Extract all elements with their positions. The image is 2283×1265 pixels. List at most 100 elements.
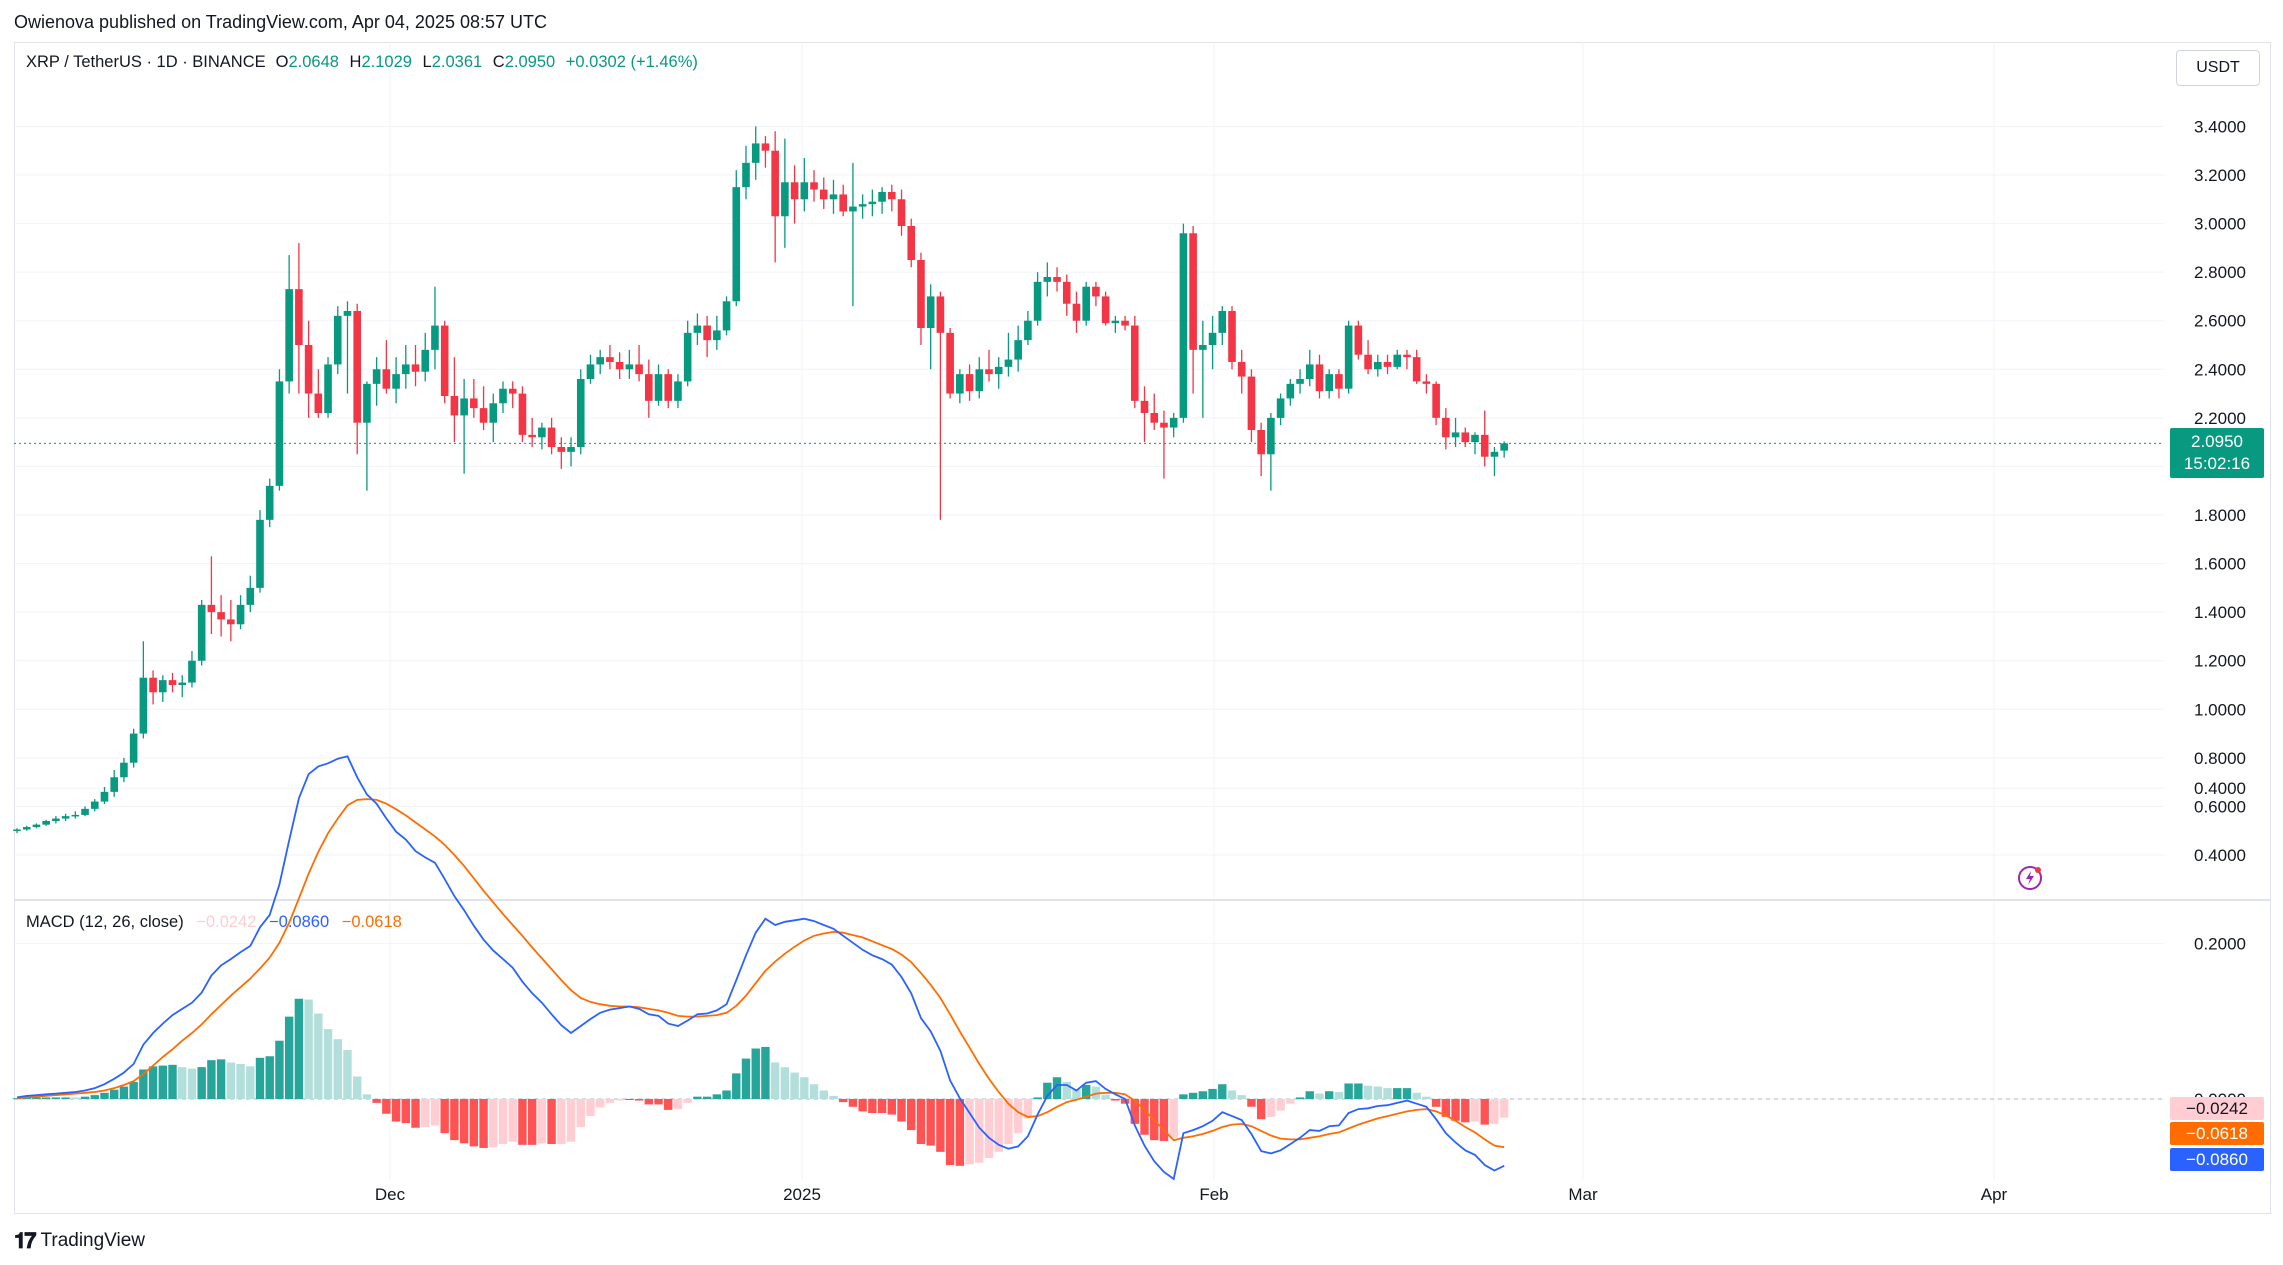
candle-body <box>1189 233 1197 350</box>
candle-body <box>304 344 313 394</box>
macd-histogram-bar <box>450 1099 459 1141</box>
macd-histogram-bar <box>712 1094 722 1099</box>
macd-histogram-bar <box>994 1099 1003 1152</box>
macd-histogram-bar <box>751 1048 760 1099</box>
candle-body <box>363 383 371 423</box>
macd-histogram-bar <box>333 1039 342 1099</box>
grid-lines <box>14 42 2270 1180</box>
macd-histogram-bar <box>100 1092 109 1099</box>
high-label: H <box>349 53 362 71</box>
macd-histogram-bar <box>178 1067 187 1099</box>
macd-histogram-bar <box>1383 1088 1392 1099</box>
macd-histogram-bar <box>284 1016 294 1099</box>
candle-body <box>625 364 634 370</box>
currency-button[interactable]: USDT <box>2176 50 2260 86</box>
macd-histogram-bar <box>1033 1097 1042 1099</box>
close-value: 2.0950 <box>504 53 556 71</box>
price-tick-label: 2.4000 <box>2194 360 2246 379</box>
candle-body <box>654 374 663 401</box>
macd-histogram-bar <box>537 1099 547 1144</box>
macd-histogram-bar <box>1218 1084 1227 1099</box>
macd-histogram-bar <box>459 1099 469 1144</box>
macd-histogram-bar <box>1072 1089 1081 1099</box>
candle-body <box>460 398 468 416</box>
candle-body <box>1072 303 1081 321</box>
candle-body <box>1490 451 1499 457</box>
symbol-name[interactable]: XRP / TetherUS · 1D · BINANCE <box>26 53 266 71</box>
macd-histogram-bar <box>586 1099 595 1117</box>
macd-histogram-bar <box>197 1067 206 1099</box>
candle-body <box>343 310 352 316</box>
macd-signal-line <box>16 798 1505 1149</box>
candle-body <box>1305 364 1314 379</box>
macd-histogram-bar <box>353 1076 362 1099</box>
candle-body <box>888 191 896 200</box>
macd-histogram-bar <box>625 1099 634 1100</box>
candle-body <box>1131 325 1139 401</box>
time-tick-label: Apr <box>1981 1185 2008 1204</box>
candle-body <box>110 777 118 792</box>
candle-body <box>839 194 847 212</box>
macd-histogram-bar <box>1179 1094 1188 1099</box>
candle-body <box>645 374 653 401</box>
candle-body <box>985 369 993 375</box>
candle-body <box>1092 286 1100 297</box>
macd-histogram-bar <box>547 1099 556 1145</box>
candle-body <box>22 827 31 830</box>
candle-body <box>703 325 711 341</box>
macd-histogram-bar <box>1363 1085 1373 1099</box>
candle-body <box>1169 417 1178 428</box>
candle-body <box>149 677 157 693</box>
candle-body <box>586 364 595 379</box>
macd-histogram-bar <box>848 1099 858 1107</box>
macd-histogram-bar <box>479 1099 488 1148</box>
macd-histogram-bar <box>1402 1088 1412 1099</box>
macd-histogram-bar <box>1052 1077 1062 1099</box>
macd-histogram-bar <box>576 1099 585 1127</box>
candle-body <box>1237 361 1246 377</box>
candle-body <box>1480 434 1489 457</box>
candle-body <box>849 206 857 212</box>
macd-histogram-bar <box>868 1099 877 1113</box>
price-tick-label: 0.4000 <box>2194 846 2246 865</box>
candle-body <box>1218 310 1227 333</box>
candle-body <box>1383 361 1392 367</box>
chart-frame[interactable] <box>14 42 2271 1214</box>
price-tick-label: 2.2000 <box>2194 409 2246 428</box>
candle-body <box>178 682 187 685</box>
candle-body <box>120 762 128 778</box>
candle-body <box>100 791 109 802</box>
candle-body <box>1286 383 1295 399</box>
macd-histogram-bar <box>498 1099 508 1145</box>
tradingview-footer[interactable]: 𝟏𝟕 TradingView <box>14 1228 145 1254</box>
macd-histogram-bar <box>1354 1083 1363 1099</box>
candle-body <box>674 381 682 401</box>
candle-body <box>1354 325 1363 355</box>
macd-histogram-bar <box>1461 1099 1470 1123</box>
macd-histogram-bar <box>1082 1085 1091 1099</box>
candle-body <box>1208 332 1217 345</box>
macd-title[interactable]: MACD (12, 26, close) <box>26 913 184 931</box>
candle-body <box>411 364 420 372</box>
bar-countdown: 15:02:16 <box>2183 454 2251 473</box>
macd-histogram-bar <box>770 1062 780 1099</box>
macd-histogram-bar <box>693 1096 702 1099</box>
candle-body <box>742 162 750 188</box>
macd-histogram-bar <box>61 1097 70 1099</box>
candle-body <box>956 374 964 394</box>
macd-histogram-bar <box>246 1066 255 1099</box>
macd-histogram-bar <box>421 1099 430 1127</box>
candle-body <box>538 427 546 438</box>
macd-histogram-bar <box>1198 1091 1208 1099</box>
macd-histogram-bar <box>294 998 304 1099</box>
candle-body <box>683 332 692 382</box>
candle-body <box>1393 354 1402 367</box>
flash-alert-icon[interactable] <box>2016 864 2044 892</box>
macd-histogram-bar <box>1344 1083 1353 1099</box>
candle-body <box>1276 398 1285 418</box>
candle-body <box>168 680 177 685</box>
macd-histogram-bar <box>984 1099 994 1159</box>
macd-histogram-bar <box>634 1099 644 1101</box>
